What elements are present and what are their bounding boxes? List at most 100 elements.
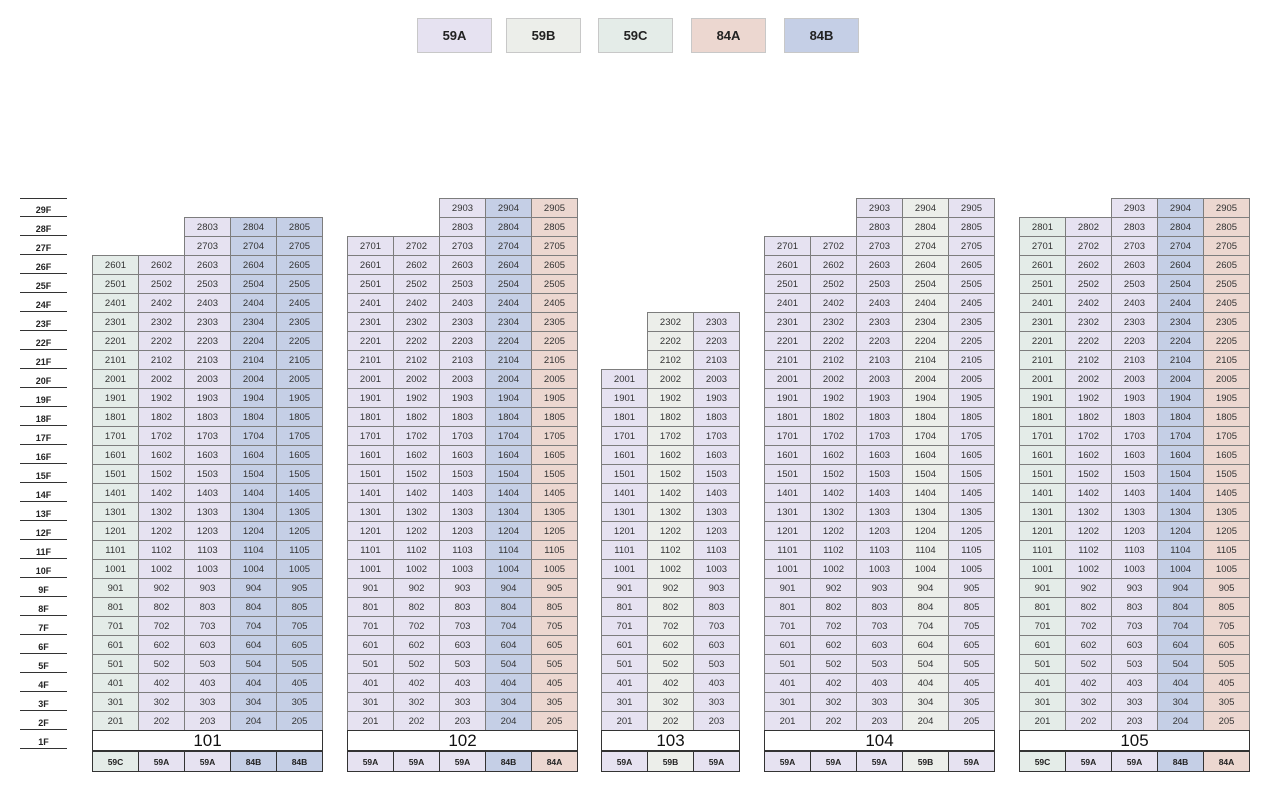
- unit-cell: 2503: [184, 274, 231, 294]
- unit-cell: 1204: [230, 521, 277, 541]
- unit-cell: 2702: [1065, 236, 1112, 256]
- unit-cell: 1703: [1111, 426, 1158, 446]
- unit-cell: 1001: [764, 559, 811, 579]
- unit-cell: 1203: [184, 521, 231, 541]
- unit-cell: 1503: [184, 464, 231, 484]
- unit-cell: 1203: [1111, 521, 1158, 541]
- unit-cell: 904: [902, 578, 949, 598]
- building-name-102: 102: [347, 730, 578, 751]
- unit-cell: 1604: [485, 445, 532, 465]
- unit-cell: 2103: [693, 350, 740, 370]
- unit-cell: 201: [92, 711, 139, 731]
- unit-cell: 1804: [485, 407, 532, 427]
- unit-cell: 1305: [948, 502, 995, 522]
- unit-cell: 402: [810, 673, 857, 693]
- unit-cell: 2301: [347, 312, 394, 332]
- unit-cell: 2103: [1111, 350, 1158, 370]
- unit-cell: 2305: [276, 312, 323, 332]
- unit-cell: 1304: [485, 502, 532, 522]
- unit-cell: 1801: [764, 407, 811, 427]
- unit-cell: 1001: [601, 559, 648, 579]
- building-type-cell: 59A: [948, 751, 995, 772]
- unit-cell: 1303: [1111, 502, 1158, 522]
- floor-label-15f: 15F: [20, 464, 67, 483]
- unit-cell: 1005: [531, 559, 578, 579]
- unit-cell: 2203: [856, 331, 903, 351]
- unit-cell: 2303: [184, 312, 231, 332]
- floor-label-22f: 22F: [20, 331, 67, 350]
- floor-label-23f: 23F: [20, 312, 67, 331]
- unit-cell: 1403: [693, 483, 740, 503]
- unit-cell: 203: [439, 711, 486, 731]
- unit-cell: 602: [810, 635, 857, 655]
- unit-cell: 2804: [902, 217, 949, 237]
- unit-cell: 1101: [92, 540, 139, 560]
- unit-cell: 2205: [276, 331, 323, 351]
- unit-cell: 805: [948, 597, 995, 617]
- unit-cell: 2305: [1203, 312, 1250, 332]
- unit-cell: 1905: [1203, 388, 1250, 408]
- unit-cell: 1202: [393, 521, 440, 541]
- unit-cell: 605: [276, 635, 323, 655]
- unit-cell: 2805: [948, 217, 995, 237]
- unit-cell: 1905: [531, 388, 578, 408]
- unit-cell: 1502: [393, 464, 440, 484]
- unit-cell: 1605: [276, 445, 323, 465]
- unit-cell: 2405: [1203, 293, 1250, 313]
- unit-cell: 1701: [601, 426, 648, 446]
- unit-cell: 2905: [948, 198, 995, 218]
- building-type-cell: 59A: [439, 751, 486, 772]
- unit-cell: 1505: [531, 464, 578, 484]
- unit-cell: 2005: [531, 369, 578, 389]
- unit-cell: 1901: [764, 388, 811, 408]
- unit-cell: 2703: [1111, 236, 1158, 256]
- unit-cell: 1603: [856, 445, 903, 465]
- unit-cell: 1405: [531, 483, 578, 503]
- unit-cell: 2501: [1019, 274, 1066, 294]
- building-type-cell: 59A: [693, 751, 740, 772]
- unit-cell: 1601: [601, 445, 648, 465]
- unit-cell: 1905: [276, 388, 323, 408]
- unit-cell: 1803: [184, 407, 231, 427]
- unit-cell: 601: [601, 635, 648, 655]
- unit-cell: 2101: [92, 350, 139, 370]
- unit-cell: 1801: [601, 407, 648, 427]
- unit-cell: 1302: [647, 502, 694, 522]
- unit-cell: 604: [902, 635, 949, 655]
- floor-label-3f: 3F: [20, 692, 67, 711]
- unit-cell: 2605: [1203, 255, 1250, 275]
- unit-cell: 904: [230, 578, 277, 598]
- unit-cell: 1003: [693, 559, 740, 579]
- unit-cell: 2705: [948, 236, 995, 256]
- unit-cell: 2305: [948, 312, 995, 332]
- unit-cell: 503: [693, 654, 740, 674]
- unit-cell: 402: [647, 673, 694, 693]
- unit-cell: 1104: [902, 540, 949, 560]
- unit-cell: 1402: [647, 483, 694, 503]
- unit-cell: 1102: [138, 540, 185, 560]
- unit-cell: 1704: [230, 426, 277, 446]
- unit-cell: 2603: [184, 255, 231, 275]
- unit-cell: 1103: [439, 540, 486, 560]
- unit-cell: 2602: [1065, 255, 1112, 275]
- unit-cell: 2505: [276, 274, 323, 294]
- unit-cell: 2202: [1065, 331, 1112, 351]
- unit-cell: 2502: [1065, 274, 1112, 294]
- unit-cell: 2201: [764, 331, 811, 351]
- unit-cell: 2001: [92, 369, 139, 389]
- unit-cell: 404: [230, 673, 277, 693]
- unit-cell: 1303: [693, 502, 740, 522]
- unit-cell: 1904: [902, 388, 949, 408]
- unit-cell: 504: [1157, 654, 1204, 674]
- unit-cell: 1701: [764, 426, 811, 446]
- unit-cell: 1002: [810, 559, 857, 579]
- unit-cell: 502: [1065, 654, 1112, 674]
- unit-cell: 1304: [902, 502, 949, 522]
- unit-cell: 2204: [485, 331, 532, 351]
- unit-cell: 1003: [184, 559, 231, 579]
- unit-cell: 2301: [92, 312, 139, 332]
- unit-cell: 2403: [1111, 293, 1158, 313]
- unit-cell: 2004: [485, 369, 532, 389]
- unit-cell: 1504: [902, 464, 949, 484]
- unit-cell: 1802: [1065, 407, 1112, 427]
